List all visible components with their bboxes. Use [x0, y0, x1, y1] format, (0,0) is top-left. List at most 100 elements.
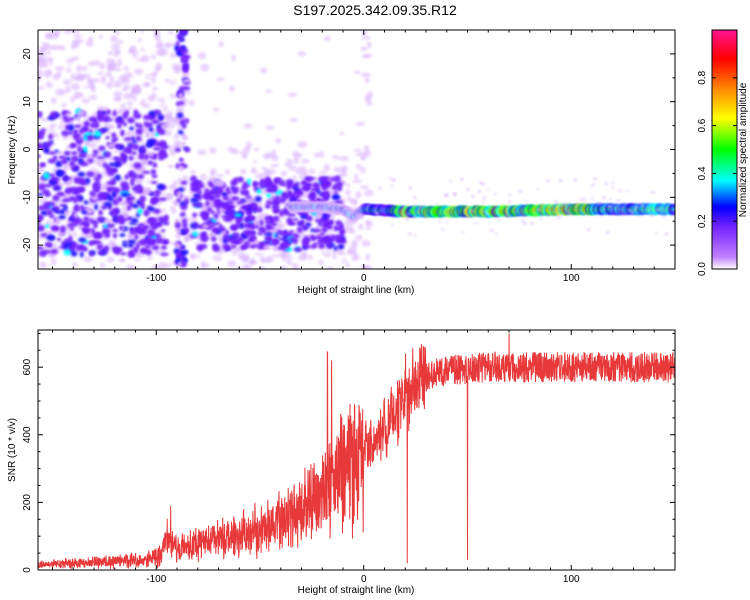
heatmap-cell — [158, 114, 164, 121]
heatmap-cell — [106, 81, 114, 89]
heatmap-cell — [168, 123, 176, 129]
heatmap-cell — [323, 163, 331, 172]
y-tick-label: -20 — [22, 237, 33, 252]
heatmap-cell — [171, 208, 177, 214]
heatmap-cell — [141, 103, 151, 109]
heatmap-cell — [158, 86, 166, 91]
heatmap-cell — [122, 66, 130, 71]
heatmap-cell — [243, 229, 251, 237]
heatmap-cell — [242, 181, 248, 188]
heatmap-cell — [182, 78, 191, 84]
heatmap-cell — [138, 239, 148, 246]
heatmap-cell — [45, 90, 53, 96]
heatmap-cell — [241, 153, 249, 158]
heatmap-cell — [43, 201, 52, 208]
heatmap-cell — [316, 189, 322, 195]
heatmap-cell — [161, 239, 170, 245]
heatmap-cell — [144, 75, 154, 79]
heatmap-cell — [120, 181, 129, 188]
heatmap-cell — [378, 187, 382, 190]
heatmap-cell — [151, 78, 156, 84]
heatmap-cell — [231, 232, 240, 238]
heatmap-cell — [240, 168, 247, 175]
heatmap-cell — [111, 190, 117, 197]
heatmap-cell — [273, 177, 279, 185]
heatmap-cell — [294, 194, 300, 199]
heatmap-cell — [208, 232, 216, 237]
heatmap-cell — [253, 160, 258, 164]
heatmap-cell — [138, 155, 144, 160]
heatmap-cell — [113, 91, 123, 97]
heatmap-cell — [133, 162, 142, 169]
heatmap-cell — [92, 182, 98, 188]
heatmap-cell — [333, 175, 341, 183]
heatmap-cell — [231, 196, 240, 201]
heatmap-cell — [145, 121, 153, 129]
heatmap-cell — [38, 46, 47, 51]
heatmap-cell — [281, 183, 287, 187]
heatmap-cell — [133, 226, 143, 234]
heatmap-cell — [285, 209, 291, 216]
heatmap-cell — [326, 158, 337, 164]
heatmap-cell — [53, 31, 59, 40]
heatmap-cell — [259, 266, 267, 269]
heatmap-cell — [263, 232, 273, 237]
heatmap-cell — [339, 156, 349, 162]
heatmap-cell — [199, 154, 205, 160]
heatmap-cell — [77, 171, 86, 177]
x-tick-label: -100 — [146, 273, 166, 284]
heatmap-cell — [228, 85, 235, 92]
heatmap-cell — [152, 70, 158, 76]
heatmap-cell — [83, 135, 89, 141]
heatmap-cell — [307, 254, 314, 260]
heatmap-cell — [185, 109, 190, 116]
heatmap-cell — [75, 114, 81, 122]
heatmap-cell — [253, 204, 258, 211]
heatmap-cell — [63, 163, 71, 170]
heatmap-cell — [44, 191, 52, 197]
heatmap-cell — [154, 250, 160, 255]
heatmap-cell — [212, 245, 221, 253]
heatmap-cell — [132, 156, 140, 160]
heatmap-cell — [444, 194, 448, 197]
heatmap-cell — [143, 153, 149, 161]
heatmap-cell — [188, 99, 195, 107]
heatmap-cell — [272, 199, 281, 204]
heatmap-cell — [167, 144, 176, 151]
heatmap-cell — [127, 233, 135, 240]
heatmap-cell — [313, 152, 320, 158]
heatmap-cell — [206, 219, 214, 225]
heatmap-cell — [258, 172, 266, 179]
heatmap-cell — [71, 39, 79, 46]
heatmap-cell — [321, 226, 328, 233]
heatmap-cell — [231, 239, 240, 245]
heatmap-cell — [236, 247, 241, 252]
heatmap-cell — [154, 109, 162, 116]
heatmap-cell — [284, 242, 290, 249]
heatmap-cell — [70, 250, 78, 257]
heatmap-cell — [497, 219, 501, 222]
heatmap-cell — [320, 231, 325, 236]
heatmap-cell — [149, 151, 154, 157]
heatmap-cell — [242, 204, 250, 211]
heatmap-cell — [84, 139, 91, 147]
heatmap-cell — [180, 30, 188, 35]
heatmap-cell — [281, 222, 286, 228]
heatmap-cell — [139, 195, 146, 203]
heatmap-cell — [77, 186, 86, 193]
heatmap-cell — [119, 233, 126, 237]
heatmap-cell — [312, 228, 322, 233]
heatmap-cell — [325, 235, 332, 242]
heatmap-cell — [136, 174, 145, 180]
heatmap-cell — [123, 211, 129, 219]
heatmap-cell — [39, 261, 47, 269]
heatmap-cell — [558, 179, 562, 182]
heatmap-cell — [471, 195, 475, 198]
heatmap-cell — [132, 140, 138, 144]
heatmap-cell — [215, 77, 225, 81]
heatmap-cell — [360, 264, 369, 269]
heatmap-cell — [120, 102, 126, 110]
heatmap-cell — [122, 243, 129, 248]
heatmap-cell — [40, 210, 48, 216]
heatmap-cell — [244, 189, 250, 197]
